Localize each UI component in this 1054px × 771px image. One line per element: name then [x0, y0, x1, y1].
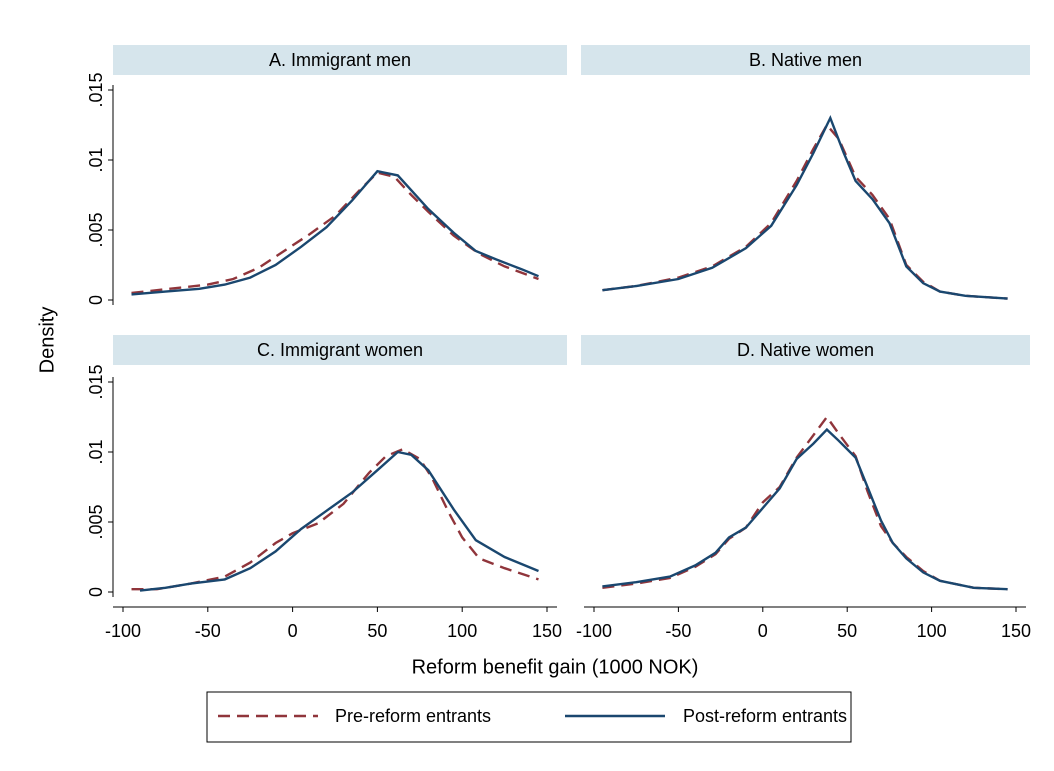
x-tick-label: 150 — [532, 621, 562, 641]
y-tick-label: .005 — [86, 504, 106, 539]
y-tick-label: 0 — [86, 295, 106, 305]
series-line — [139, 450, 539, 592]
x-tick-label: 100 — [917, 621, 947, 641]
panel-title: B. Native men — [749, 50, 862, 70]
x-tick-label: 0 — [758, 621, 768, 641]
series-line — [602, 414, 1008, 591]
x-tick-label: 0 — [288, 621, 298, 641]
x-tick-label: -100 — [576, 621, 612, 641]
y-tick-label: .015 — [86, 364, 106, 399]
y-tick-label: .015 — [86, 72, 106, 107]
panel-title: C. Immigrant women — [257, 340, 423, 360]
legend-label: Post-reform entrants — [683, 706, 847, 726]
panel-strip — [581, 45, 1030, 75]
y-tick-label: 0 — [86, 587, 106, 597]
x-tick-label: 50 — [367, 621, 387, 641]
panel-title: A. Immigrant men — [269, 50, 411, 70]
y-axis-label: Density — [36, 307, 58, 374]
series-line — [131, 447, 539, 591]
y-tick-label: .005 — [86, 212, 106, 247]
y-tick-label: .01 — [86, 147, 106, 172]
x-tick-label: -100 — [105, 621, 141, 641]
x-tick-label: -50 — [665, 621, 691, 641]
y-tick-label: .01 — [86, 439, 106, 464]
x-tick-label: 150 — [1001, 621, 1031, 641]
x-tick-label: 50 — [837, 621, 857, 641]
series-line — [131, 169, 539, 296]
series-line — [602, 427, 1008, 591]
panel-strip — [581, 335, 1030, 365]
panel-strip — [113, 45, 567, 75]
panel-strip — [113, 335, 567, 365]
x-tick-label: 100 — [447, 621, 477, 641]
x-axis-label: Reform benefit gain (1000 NOK) — [412, 656, 699, 678]
panel-title: D. Native women — [737, 340, 874, 360]
legend-label: Pre-reform entrants — [335, 706, 491, 726]
series-line — [602, 114, 1008, 300]
series-line — [131, 171, 539, 295]
series-line — [602, 122, 1008, 300]
x-tick-label: -50 — [195, 621, 221, 641]
